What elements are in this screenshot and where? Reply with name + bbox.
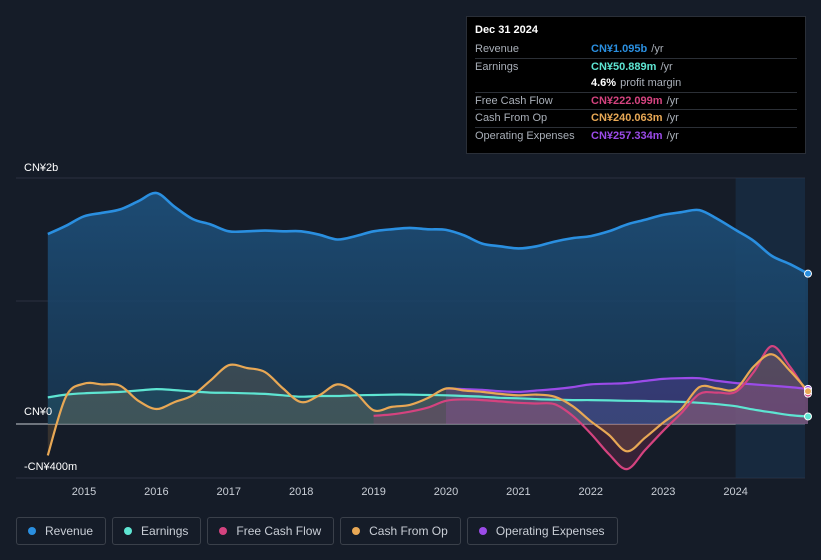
tooltip-label: Cash From Op [475,112,548,125]
legend-label: Earnings [141,524,189,538]
x-tick-label: 2019 [361,486,385,498]
x-tick-label: 2021 [506,486,530,498]
cash-from-op-line [46,353,809,456]
tooltip-unit: /yr [651,43,664,56]
legend-operating-expenses[interactable]: Operating Expenses [466,517,618,545]
tooltip-row-earnings: Earnings CN¥50.889m /yr [475,57,797,76]
x-tick-label: 2024 [723,486,747,498]
x-tick-label: 2017 [217,486,241,498]
tooltip-value: CN¥257.334m [591,129,663,142]
y-tick-label: CN¥0 [24,406,52,418]
legend-label: Cash From Op [369,524,448,538]
legend-dot-icon [352,527,361,535]
x-tick-label: 2020 [434,486,458,498]
x-tick-label: 2015 [72,486,96,498]
tooltip-unit: /yr [666,112,679,125]
chart-canvas: 2015 2016 2017 2018 2019 2020 2021 2022 2023 2024… [16,162,812,498]
x-tick-label: 2016 [144,486,168,498]
revenue-line [47,191,809,275]
legend-label: Revenue [45,524,94,538]
tooltip-unit: /yr [666,129,679,142]
tooltip-date: Dec 31 2024 [475,24,538,36]
cash-from-op-area [47,354,809,456]
tooltip-row-fcf: Free Cash Flow CN¥222.099m /yr [475,91,797,110]
earnings-endpoint [804,412,812,421]
tooltip-unit: /yr [666,94,679,107]
tooltip-panel: Dec 31 2024 Revenue CN¥1.095b /yr Earnin… [466,16,806,154]
series-lines [46,191,809,471]
tooltip-value: CN¥240.063m [591,112,663,125]
legend-dot-icon [219,527,228,535]
tooltip-row-revenue: Revenue CN¥1.095b /yr [475,41,797,58]
y-tick-label: CN¥2b [24,162,58,174]
legend: Revenue Earnings Free Cash Flow Cash Fro… [16,517,618,545]
legend-dot-icon [28,527,36,535]
tooltip-value: CN¥1.095b [591,43,648,56]
series-areas [47,192,809,470]
legend-label: Operating Expenses [495,524,605,538]
tooltip-row-cfo: Cash From Op CN¥240.063m /yr [475,109,797,127]
y-axis: CN¥2b CN¥0 -CN¥400m [24,162,77,473]
series-endpoints [804,269,812,421]
operating-expenses-line [445,376,809,394]
tooltip-label: Free Cash Flow [475,94,553,107]
cash-from-op-endpoint [804,387,812,396]
tooltip-unit: /yr [660,60,673,73]
tooltip-value: CN¥50.889m [591,60,657,73]
free-cash-flow-line [373,345,809,471]
legend-earnings[interactable]: Earnings [112,517,202,545]
legend-label: Free Cash Flow [236,524,322,538]
free-cash-flow-area [373,346,808,470]
earnings-line [47,388,809,418]
y-tick-label: -CN¥400m [24,461,77,473]
x-tick-label: 2023 [651,486,675,498]
tooltip-label: Earnings [475,60,519,73]
x-tick-label: 2022 [579,486,603,498]
tooltip-label: Revenue [475,43,520,56]
legend-dot-icon [124,527,133,535]
x-axis: 2015 2016 2017 2018 2019 2020 2021 2022 2023 2024 [72,486,748,498]
revenue-endpoint [804,269,812,278]
tooltip-row-opex: Operating Expenses CN¥257.334m /yr [475,126,797,145]
legend-dot-icon [478,527,487,535]
tooltip-value: 4.6% [591,77,617,90]
legend-revenue[interactable]: Revenue [16,517,107,545]
legend-free-cash-flow[interactable]: Free Cash Flow [207,517,335,545]
tooltip-label: Operating Expenses [475,129,575,142]
x-tick-label: 2018 [289,486,313,498]
tooltip-value: CN¥222.099m [591,94,663,107]
tooltip-row-margin: 4.6% profit margin [475,75,797,92]
legend-cash-from-op[interactable]: Cash From Op [340,517,461,545]
tooltip-unit: profit margin [620,77,682,90]
